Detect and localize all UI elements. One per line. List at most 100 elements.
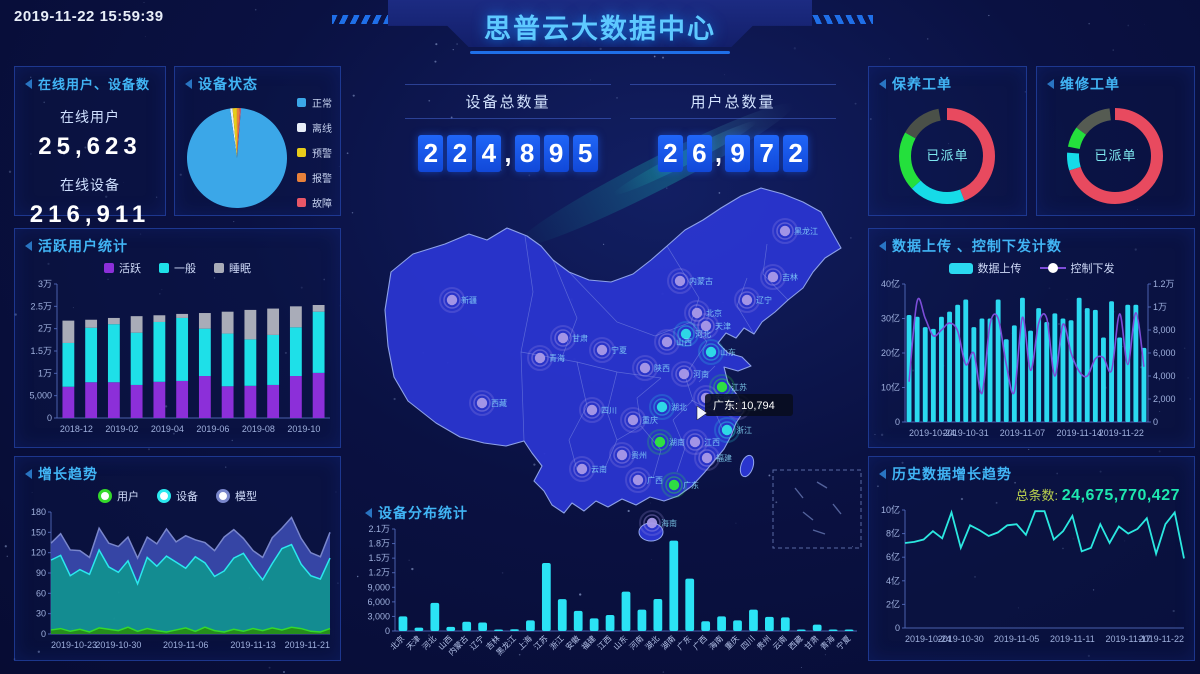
history-total-value: 24,675,770,427 [1062, 487, 1180, 504]
svg-text:西藏: 西藏 [786, 633, 804, 651]
legend-swatch [216, 489, 230, 503]
svg-text:10亿: 10亿 [881, 382, 900, 393]
svg-text:2019-11-13: 2019-11-13 [230, 640, 275, 650]
svg-text:辽宁: 辽宁 [756, 295, 772, 305]
svg-text:山东: 山东 [611, 633, 629, 651]
legend-label: 预警 [312, 145, 332, 160]
svg-text:甘肃: 甘肃 [572, 333, 588, 343]
panel-growth-trend: 增长趋势 用户 设备 模型 0 30 60 90 120 150 180 2019-10-23 20… [14, 456, 341, 661]
counter-digit: 5 [573, 135, 598, 172]
svg-text:2019-11-06: 2019-11-06 [163, 640, 208, 650]
legend-label: 报警 [312, 170, 332, 185]
counter-digit: 9 [725, 135, 750, 172]
legend-item[interactable]: 故障 [297, 195, 332, 210]
svg-text:山西: 山西 [676, 337, 692, 347]
history-total: 总条数: 24,675,770,427 [1016, 485, 1180, 505]
svg-text:上海: 上海 [515, 633, 533, 651]
svg-text:2019-11-14: 2019-11-14 [1056, 428, 1101, 438]
svg-text:辽宁: 辽宁 [468, 633, 486, 651]
svg-text:河北: 河北 [695, 329, 711, 339]
svg-text:湖北: 湖北 [644, 634, 662, 652]
growth-trend-area-chart[interactable]: 0 30 60 90 120 150 180 2019-10-232019-10-30 2019… [15, 504, 340, 656]
svg-text:云南: 云南 [591, 464, 607, 474]
upload-bar-line-chart[interactable]: 0 10亿 20亿 30亿 40亿 0 2,000 4,000 6,000 8,000 1万 1.2万… [869, 276, 1194, 444]
counter-separator: , [715, 138, 722, 169]
svg-text:3万: 3万 [38, 279, 52, 289]
svg-text:海南: 海南 [707, 633, 725, 651]
legend-item[interactable]: 控制下发 [1040, 260, 1115, 276]
svg-text:甘肃: 甘肃 [802, 633, 820, 651]
device-distribution-bar-chart[interactable]: 03,0006,0009,0001.2万1.5万1.8万2.1万北京天津河北山西… [355, 523, 861, 669]
svg-text:20亿: 20亿 [881, 347, 900, 358]
legend-label: 设备 [176, 488, 198, 504]
legend-item[interactable]: 用户 [98, 488, 139, 504]
svg-text:0: 0 [41, 629, 46, 639]
panel-title: 数据上传 、控制下发计数 [892, 236, 1062, 256]
svg-text:2019-11-22: 2019-11-22 [1099, 428, 1144, 438]
panel-title: 维修工单 [1060, 74, 1120, 94]
total-users-label: 用户总数量 [630, 84, 836, 119]
legend-label: 控制下发 [1071, 260, 1115, 276]
svg-text:9,000: 9,000 [367, 582, 390, 592]
svg-text:2019-02: 2019-02 [105, 424, 138, 434]
panel-repair-orders: 维修工单 已派单 [1036, 66, 1195, 216]
panel-title: 历史数据增长趋势 [892, 464, 1012, 484]
svg-text:6,000: 6,000 [1153, 348, 1176, 358]
counter-separator: , [504, 138, 511, 169]
panel-online-stats: 在线用户、设备数 在线用户 25,623 在线设备 216,911 [14, 66, 166, 216]
legend-item[interactable]: 正常 [297, 95, 332, 110]
panel-arrow-icon [25, 469, 32, 479]
legend-swatch [297, 98, 306, 107]
active-users-legend: 活跃 一般 睡眠 [15, 260, 340, 276]
legend-swatch [297, 123, 306, 132]
panel-arrow-icon [879, 79, 886, 89]
legend-swatch [104, 263, 114, 273]
legend-item[interactable]: 数据上传 [949, 260, 1022, 276]
active-users-stacked-bar-chart[interactable]: 0 5,000 1万 1.5万 2万 2.5万 3万 2018-12 2019-02 2019-0… [15, 276, 340, 444]
legend-swatch [949, 263, 973, 274]
svg-text:1万: 1万 [38, 368, 52, 378]
panel-history-trend: 历史数据增长趋势 总条数: 24,675,770,427 0 2亿 4亿 6亿 8亿 10… [868, 456, 1195, 661]
svg-text:5,000: 5,000 [29, 391, 52, 401]
svg-text:1万: 1万 [1153, 302, 1167, 312]
svg-text:8,000: 8,000 [1153, 325, 1176, 335]
counter-digit: 4 [476, 135, 501, 172]
panel-arrow-icon [25, 241, 32, 251]
svg-text:四川: 四川 [601, 406, 617, 415]
svg-text:江西: 江西 [596, 634, 614, 652]
timestamp: 2019-11-22 15:59:39 [14, 8, 164, 25]
counter-digit: 6 [687, 135, 712, 172]
legend-item[interactable]: 睡眠 [214, 260, 251, 276]
legend-item[interactable]: 预警 [297, 145, 332, 160]
svg-text:8亿: 8亿 [886, 528, 900, 539]
svg-text:天津: 天津 [404, 633, 422, 651]
svg-text:云南: 云南 [770, 633, 788, 651]
total-devices-group: 设备总数量 224,895 [393, 84, 623, 172]
svg-text:2019-11-05: 2019-11-05 [994, 634, 1039, 644]
svg-text:广东: 10,794: 广东: 10,794 [713, 399, 775, 412]
device-status-legend: 正常离线预警报警故障 [297, 95, 332, 210]
panel-title: 增长趋势 [38, 464, 98, 484]
svg-text:江苏: 江苏 [731, 382, 747, 392]
legend-item[interactable]: 一般 [159, 260, 196, 276]
svg-text:1.2万: 1.2万 [368, 568, 390, 578]
svg-text:河北: 河北 [420, 633, 438, 651]
svg-text:90: 90 [36, 568, 46, 578]
svg-text:60: 60 [36, 588, 46, 598]
svg-text:江苏: 江苏 [531, 633, 549, 651]
legend-swatch [297, 198, 306, 207]
history-line-chart[interactable]: 0 2亿 4亿 6亿 8亿 10亿 2019-10-242019-10-30 2019-11-… [869, 502, 1194, 650]
svg-text:2019-11-07: 2019-11-07 [1000, 428, 1045, 438]
svg-text:广东: 广东 [675, 633, 693, 651]
svg-text:吉林: 吉林 [782, 272, 798, 282]
svg-text:4,000: 4,000 [1153, 371, 1176, 381]
legend-item[interactable]: 设备 [157, 488, 198, 504]
legend-item[interactable]: 模型 [216, 488, 257, 504]
legend-item[interactable]: 活跃 [104, 260, 141, 276]
legend-item[interactable]: 离线 [297, 120, 332, 135]
legend-item[interactable]: 报警 [297, 170, 332, 185]
svg-text:1.5万: 1.5万 [30, 346, 52, 356]
svg-text:2019-10-31: 2019-10-31 [943, 428, 989, 438]
svg-text:广东: 广东 [683, 480, 699, 490]
svg-text:2.5万: 2.5万 [30, 301, 52, 311]
